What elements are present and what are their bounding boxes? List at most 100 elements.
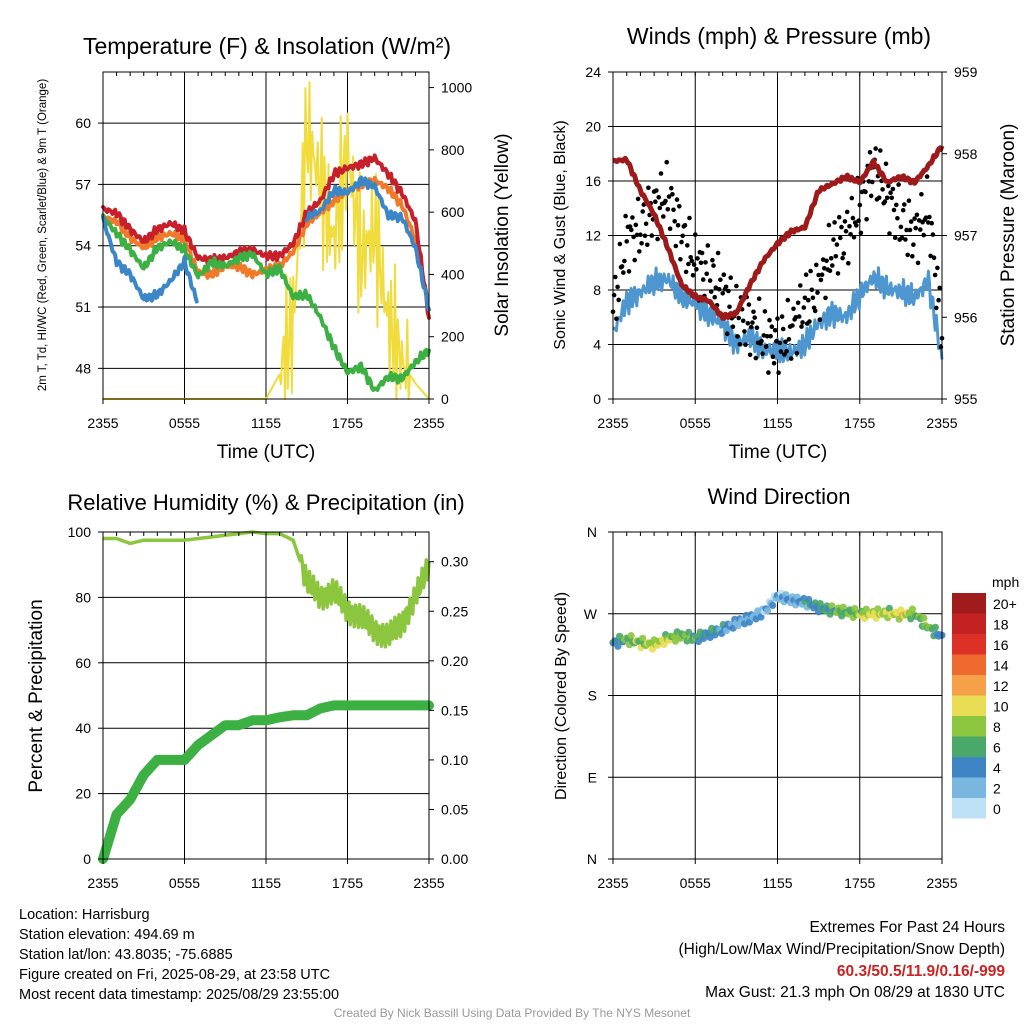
gust-point (864, 217, 869, 222)
gust-point (742, 329, 747, 334)
gust-point (878, 148, 883, 153)
gust-point (654, 188, 659, 193)
gust-point (846, 261, 851, 266)
gust-point (799, 324, 804, 329)
speed-legend-title: mph (992, 574, 1019, 590)
x-tick-label: 2355 (87, 415, 118, 431)
legend-label: 2 (993, 781, 1001, 797)
gust-point (637, 249, 642, 254)
gust-point (756, 296, 762, 302)
gust-point (679, 239, 684, 245)
direction-point (685, 628, 693, 637)
gust-point (892, 235, 898, 240)
legend-label: 16 (993, 637, 1009, 653)
gust-point (794, 350, 800, 356)
gust-point (720, 291, 725, 296)
gust-point (866, 179, 872, 184)
speed-legend: 20+ 18 16 14 12 10 8 6 4 2 0 (952, 593, 1017, 819)
gust-point (786, 337, 792, 342)
gust-point (814, 262, 819, 268)
gust-point (937, 285, 942, 291)
gust-point (743, 342, 748, 348)
gust-point (728, 275, 733, 281)
legend-swatch (952, 695, 986, 716)
left-tick-label: 16 (585, 173, 601, 189)
gust-point (828, 255, 834, 261)
gust-point (634, 232, 640, 238)
gust-point (816, 272, 821, 278)
gust-point (760, 351, 765, 357)
gust-point (784, 348, 789, 354)
gust-point (712, 294, 717, 300)
gust-point (624, 239, 629, 244)
winds-title: Winds (mph) & Pressure (mb) (627, 23, 931, 49)
x-tick-label: 0555 (680, 415, 711, 431)
gust-point (826, 222, 832, 228)
gust-point (710, 257, 715, 263)
winds-series (610, 144, 945, 376)
right-tick-label: 800 (441, 142, 465, 158)
right-tick-label: 0 (441, 391, 449, 407)
gust-point (849, 195, 855, 201)
right-tick-label: 400 (441, 266, 465, 282)
temperature-x-ticks: 2355 0555 1155 1755 2355 (87, 72, 445, 431)
direction-point (639, 634, 647, 642)
right-tick-label: 1000 (441, 80, 472, 96)
x-tick-label: 2355 (413, 415, 444, 431)
humidity-panel: Relative Humidity (%) & Precipitation (i… (26, 490, 468, 891)
credit-line: Created By Nick Bassill Using Data Provi… (333, 1006, 691, 1020)
gust-point (907, 227, 913, 233)
left-tick-label: 60 (75, 655, 91, 671)
temperature-left-y-label: 2m T, Td, HI/WC (Red, Green, Scarlet/Blu… (37, 79, 49, 391)
x-tick-label: 1755 (844, 875, 875, 891)
gust-point (817, 317, 823, 323)
gust-point (658, 171, 664, 176)
gust-point (803, 272, 809, 278)
left-tick-label: 57 (75, 176, 91, 192)
gust-point (645, 242, 650, 248)
gust-point (672, 219, 677, 224)
gust-point (831, 237, 836, 242)
gust-point (669, 185, 674, 191)
gust-point (695, 256, 700, 261)
gust-point (740, 318, 746, 324)
gust-point (921, 232, 926, 238)
gust-point (771, 360, 777, 366)
winds-x-ticks: 2355 0555 1155 1755 2355 (597, 72, 958, 431)
gust-point (788, 356, 794, 361)
legend-label: 14 (993, 658, 1009, 674)
direction-point (769, 601, 777, 610)
gust-point (705, 243, 711, 248)
gust-point (674, 197, 680, 202)
gust-point (809, 287, 815, 293)
gust-point (918, 227, 923, 232)
gust-point (929, 220, 934, 226)
station-latlon: Station lat/lon: 43.8035; -75.6885 (19, 947, 233, 963)
left-tick-label: 100 (68, 524, 92, 540)
right-tick-label: 959 (954, 64, 978, 80)
direction-point (627, 632, 635, 640)
gust-point (934, 305, 939, 311)
gust-point (857, 202, 863, 208)
gust-point (900, 207, 906, 213)
gust-point (611, 292, 617, 298)
gust-point (827, 268, 833, 274)
gust-point (649, 233, 655, 238)
direction-point (931, 623, 940, 631)
gust-point (887, 231, 892, 236)
gust-point (836, 214, 842, 220)
direction-point (805, 595, 813, 604)
gust-point (665, 207, 671, 212)
gust-point (640, 209, 645, 214)
temperature-x-label: Time (UTC) (217, 442, 316, 463)
gust-point (631, 234, 636, 240)
gust-point (700, 277, 706, 282)
left-tick-label: 8 (593, 282, 601, 298)
gust-point (630, 215, 635, 220)
x-tick-label: 1155 (251, 875, 281, 891)
gust-point (748, 324, 754, 330)
gust-point (819, 272, 825, 278)
left-tick-label: E (588, 769, 597, 785)
gust-point (664, 159, 669, 165)
right-tick-label: 955 (954, 391, 978, 407)
